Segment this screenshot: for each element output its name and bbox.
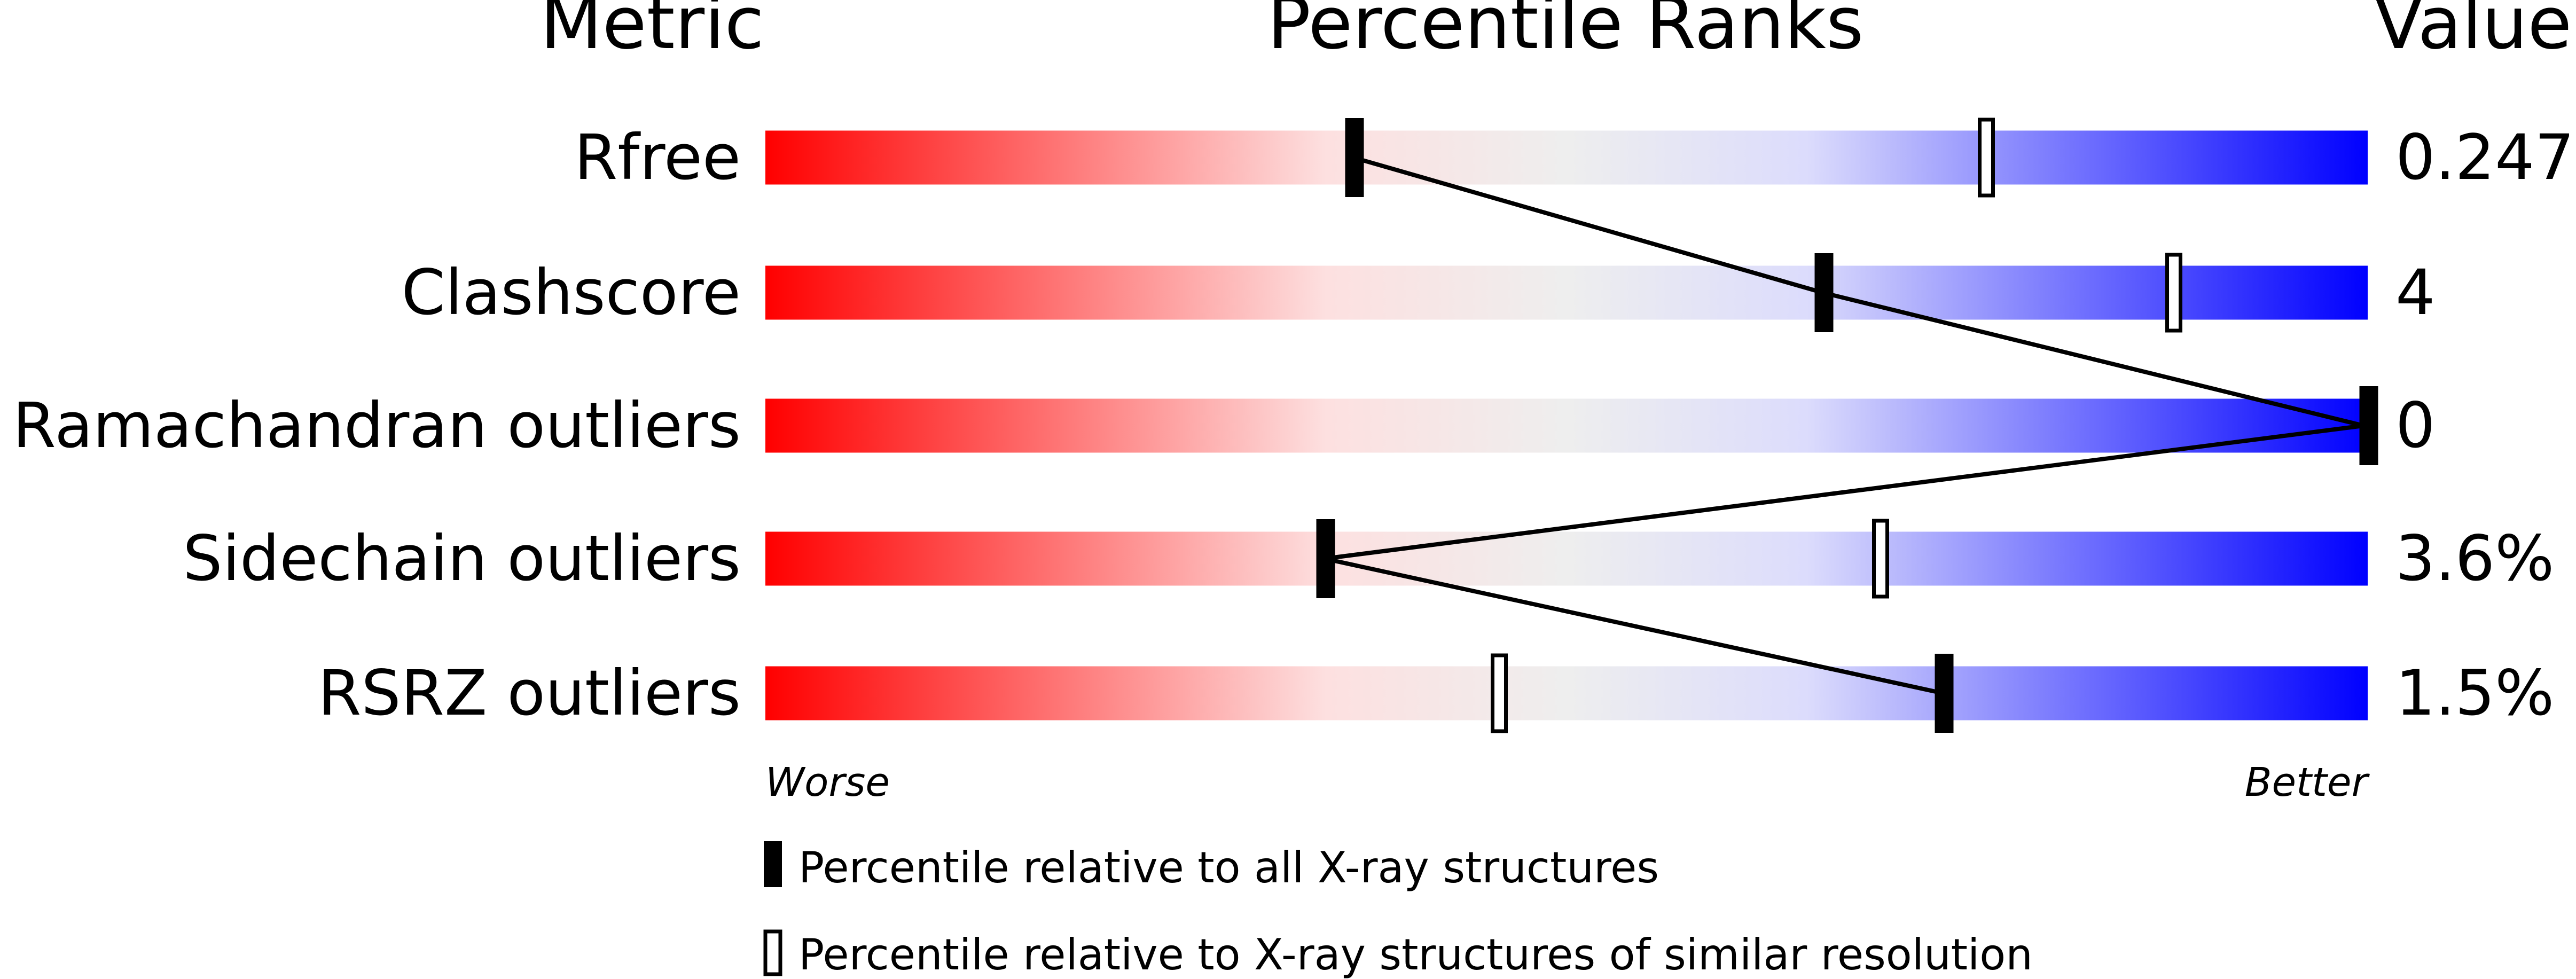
worse-label: Worse <box>765 759 890 805</box>
metric-label: Ramachandran outliers <box>13 389 741 462</box>
metric-label: Clashscore <box>402 256 741 329</box>
metric-value: 3.6% <box>2395 522 2554 595</box>
metric-label: Rfree <box>574 121 741 194</box>
marker-all-structures <box>1316 519 1335 598</box>
marker-all-structures <box>1935 654 1954 733</box>
marker-all-structures <box>1814 253 1834 332</box>
metric-label: RSRZ outliers <box>318 656 741 730</box>
percentile-bar <box>765 265 2368 320</box>
metric-value: 4 <box>2395 256 2435 329</box>
marker-similar-resolution <box>1872 519 1889 599</box>
legend-open-marker <box>763 929 782 976</box>
metric-value: 0 <box>2395 389 2435 462</box>
percentile-bar <box>765 398 2368 453</box>
header-value: Value <box>2374 0 2572 65</box>
metric-label: Sidechain outliers <box>183 522 741 595</box>
header-percentile-ranks: Percentile Ranks <box>1267 0 1864 65</box>
better-label: Better <box>2245 759 2370 805</box>
marker-similar-resolution <box>1978 118 1995 198</box>
marker-all-structures <box>1345 118 1364 197</box>
metric-value: 0.247 <box>2395 121 2574 194</box>
percentile-bar <box>765 531 2368 586</box>
percentile-bar <box>765 666 2368 720</box>
marker-similar-resolution <box>2165 253 2182 333</box>
header-metric: Metric <box>540 0 764 65</box>
marker-similar-resolution <box>1491 653 1508 733</box>
legend-filled-marker <box>764 841 782 887</box>
marker-all-structures <box>2359 386 2378 465</box>
percentile-bar <box>765 130 2368 185</box>
legend-filled-label: Percentile relative to all X-ray structu… <box>798 843 1659 892</box>
legend-open-label: Percentile relative to X-ray structures … <box>798 930 2033 979</box>
metric-value: 1.5% <box>2395 656 2554 730</box>
